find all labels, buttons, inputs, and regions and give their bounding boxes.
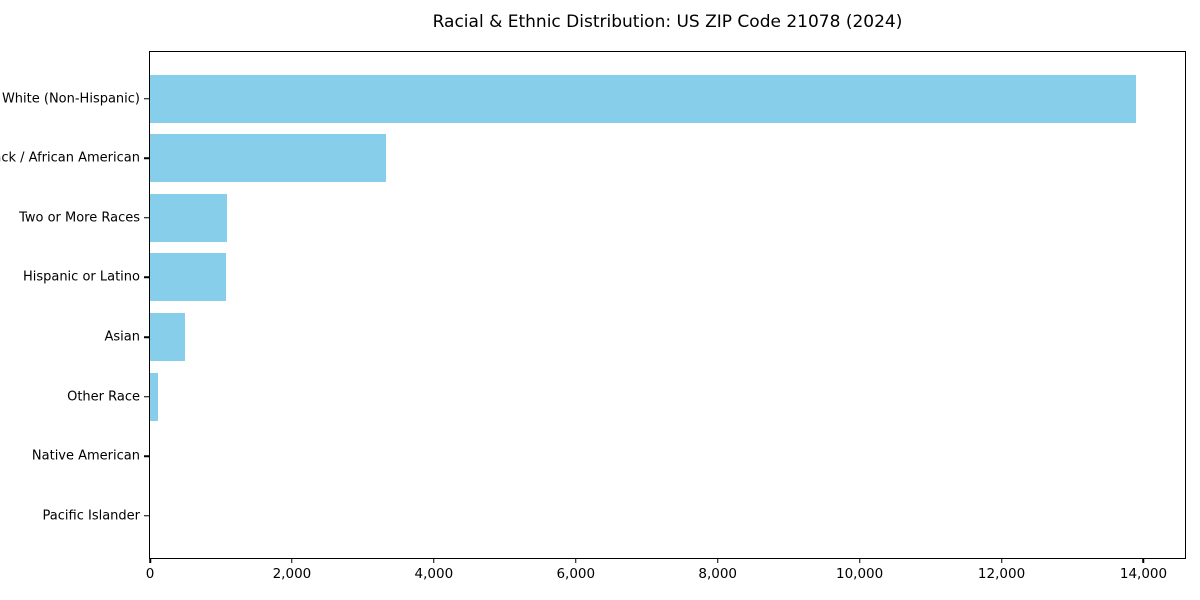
y-tick — [144, 395, 149, 398]
x-axis-label: 14,000 — [1119, 566, 1168, 582]
x-tick — [1000, 558, 1003, 563]
y-axis-label: Black / African American — [0, 150, 140, 166]
y-axis-label: White (Non-Hispanic) — [1, 91, 140, 106]
chart-title: Racial & Ethnic Distribution: US ZIP Cod… — [432, 12, 903, 32]
y-tick — [144, 336, 149, 338]
x-axis-label: 2,000 — [272, 566, 312, 582]
plot-area: White (Non-Hispanic) Black / African Amer… — [0, 51, 1186, 582]
y-axis-label: Native American — [31, 448, 140, 464]
y-axis-label: Hispanic or Latino — [22, 269, 140, 285]
y-tick — [144, 455, 149, 458]
y-axis-label: Pacific Islander — [42, 508, 140, 524]
bar — [150, 134, 387, 183]
bar — [150, 372, 159, 421]
y-tick — [144, 515, 149, 517]
bar — [150, 313, 185, 362]
x-tick — [716, 558, 719, 563]
y-tick — [144, 276, 149, 279]
x-tick — [1142, 558, 1145, 563]
bar — [150, 253, 226, 302]
x-tick — [149, 558, 151, 563]
y-axis-label: Two or More Races — [19, 210, 140, 226]
y-axis-label: Other Race — [67, 389, 140, 405]
x-tick — [858, 558, 861, 563]
x-axis-label: 0 — [145, 566, 155, 582]
bar — [150, 193, 227, 242]
y-axis-label: Asian — [104, 329, 140, 345]
x-axis-label: 6,000 — [556, 566, 596, 582]
x-axis-label: 12,000 — [977, 566, 1026, 582]
x-axis-label: 8,000 — [698, 566, 738, 582]
y-tick — [144, 157, 149, 159]
x-tick — [575, 558, 577, 563]
x-tick — [433, 558, 435, 563]
y-tick — [144, 217, 149, 219]
x-axis-label: 10,000 — [836, 566, 884, 582]
bar — [150, 74, 1136, 123]
y-tick — [144, 97, 149, 100]
x-tick — [291, 558, 293, 563]
x-axis-label: 4,000 — [414, 566, 454, 582]
